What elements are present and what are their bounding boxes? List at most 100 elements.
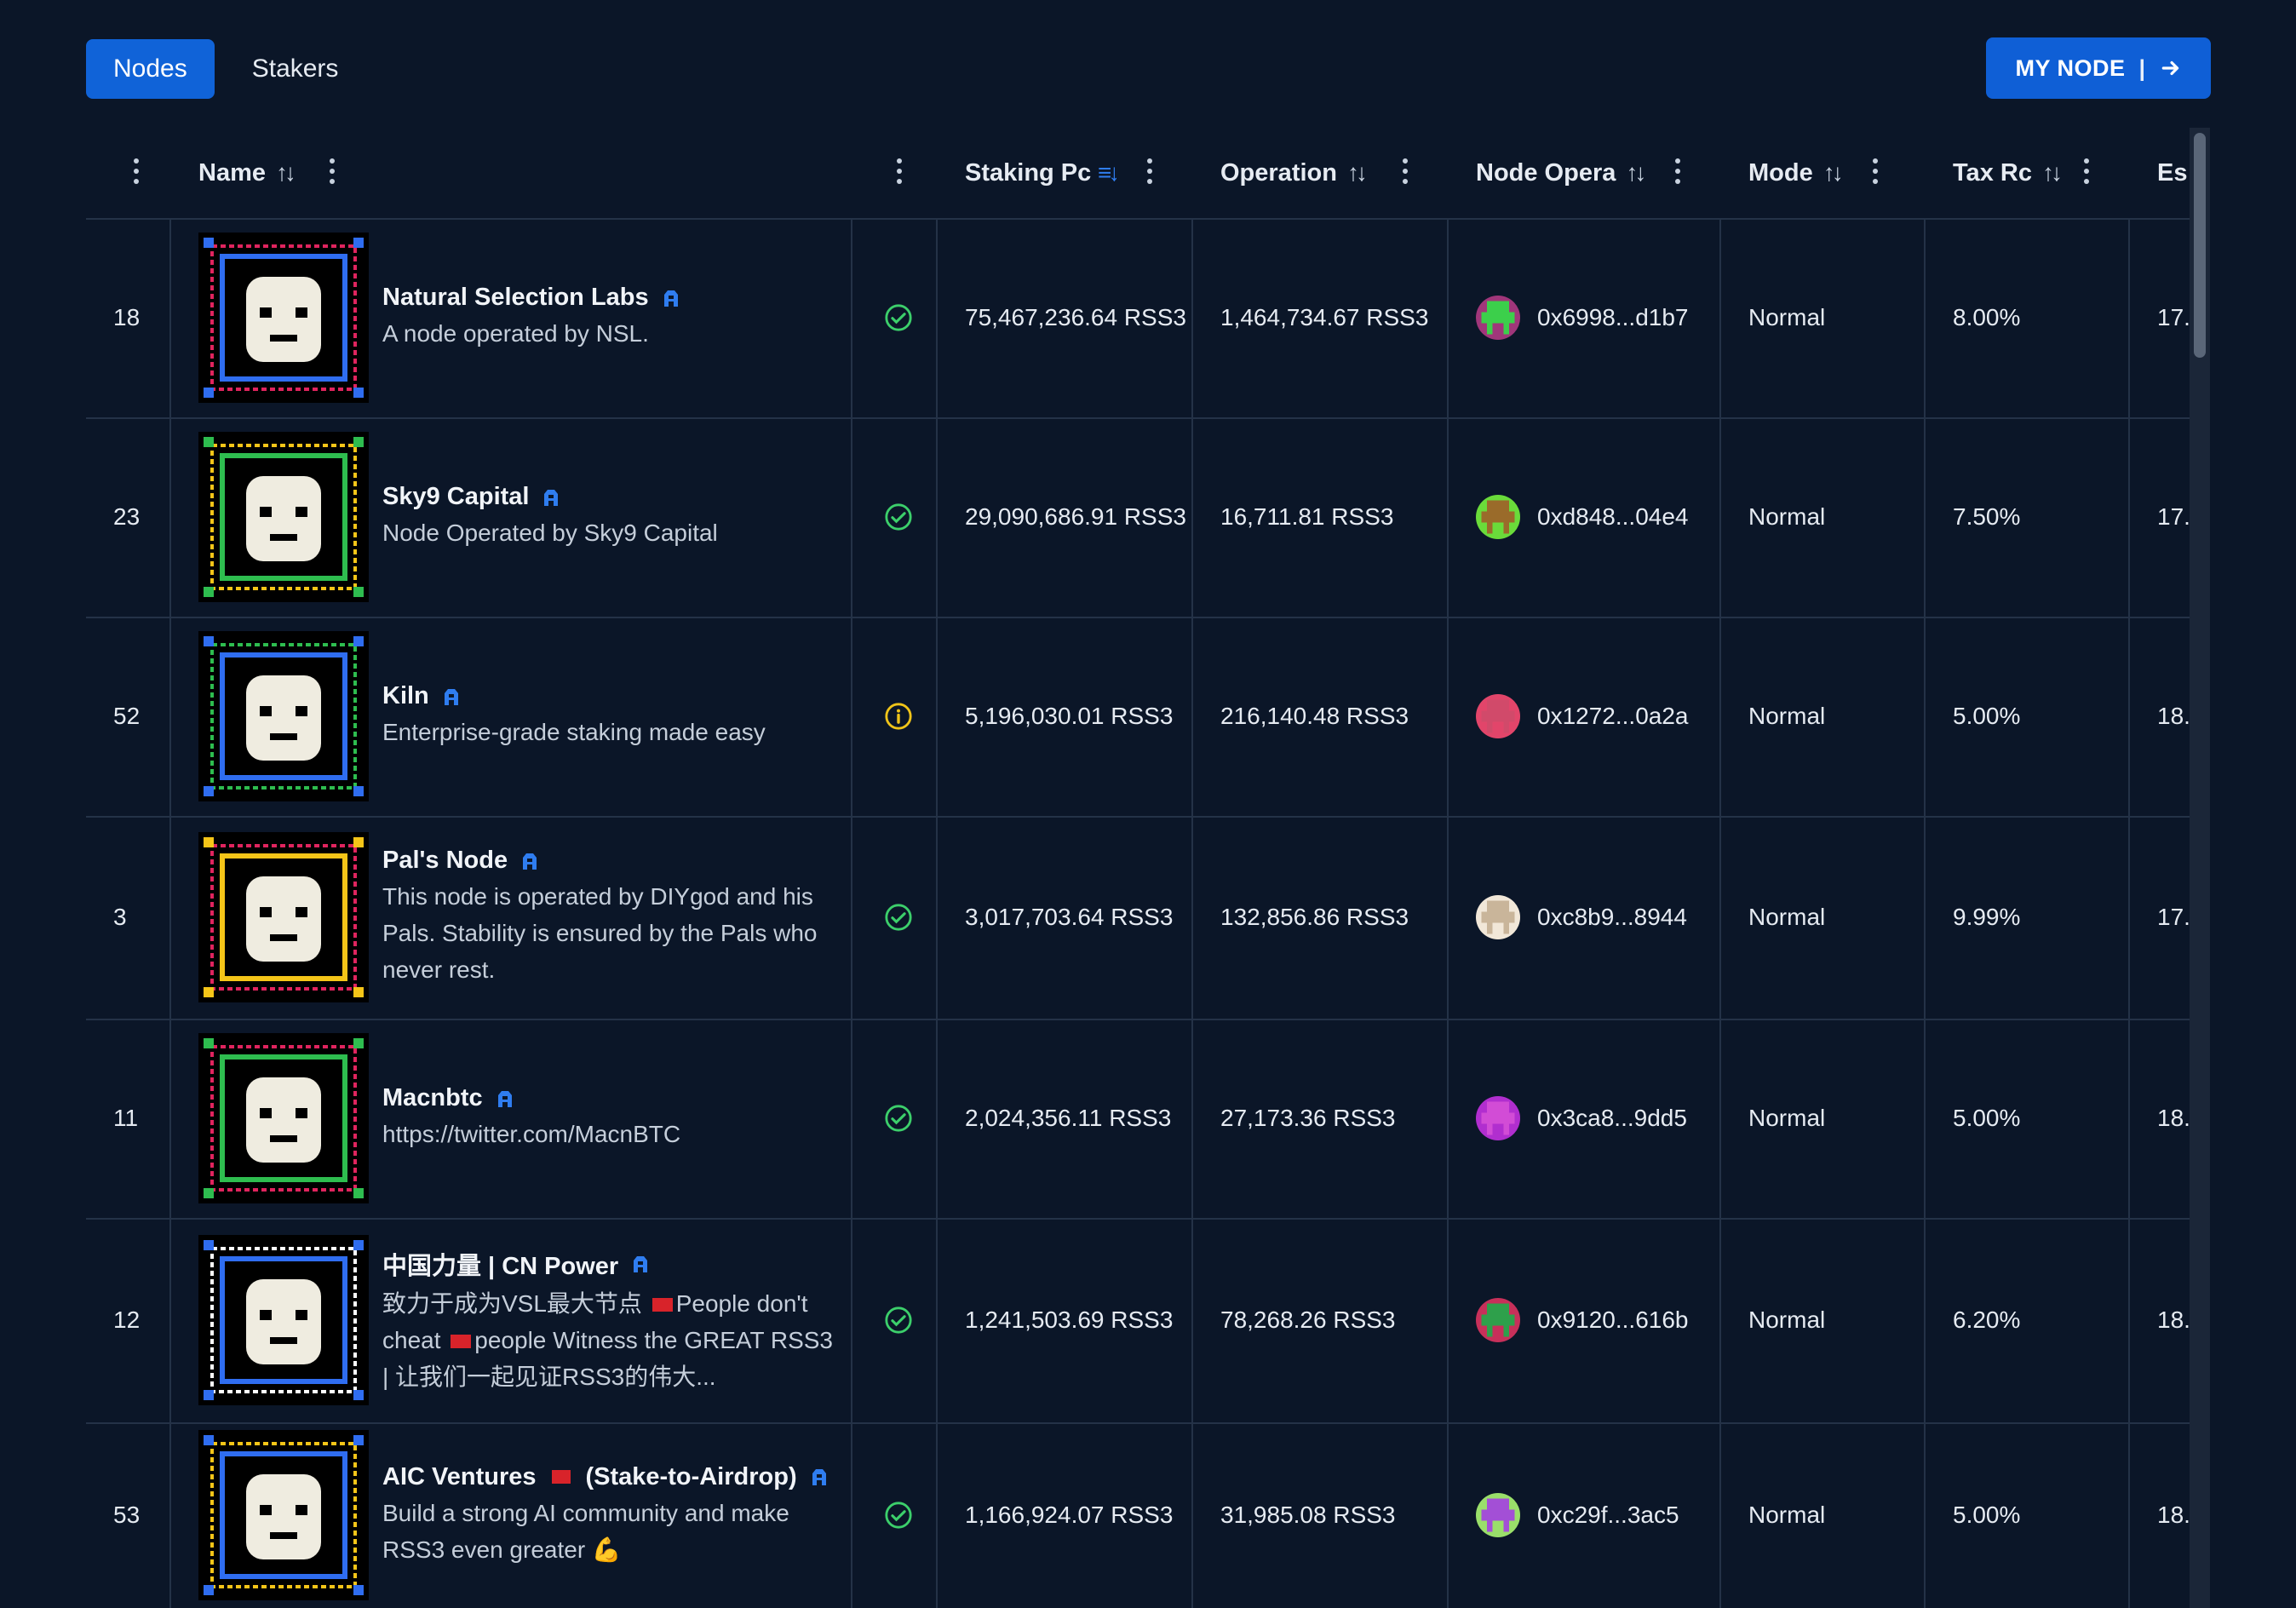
column-menu-icon[interactable] xyxy=(330,158,336,187)
operator-address[interactable]: 0xc8b9...8944 xyxy=(1476,816,1687,1019)
column-menu-icon[interactable] xyxy=(2084,158,2091,187)
operator-address[interactable]: 0x9120...616b xyxy=(1476,1218,1689,1422)
staking-value: 75,467,236.64 RSS3 xyxy=(965,304,1186,330)
table-row[interactable]: 3 Pal's Node This node is operated by DIYg… xyxy=(86,816,2190,1020)
node-title: 中国力量 | CN Power xyxy=(382,1246,842,1282)
my-node-separator: | xyxy=(2138,55,2146,81)
column-menu-icon[interactable] xyxy=(897,158,904,187)
node-avatar-art xyxy=(198,233,369,403)
table-row[interactable]: 23 Sky9 Capital Node Operated by Sky9 Capi… xyxy=(86,417,2190,618)
column-tax[interactable]: Tax Rc ↑↓ xyxy=(1953,128,2089,218)
est-value: 18. xyxy=(2157,1105,2190,1131)
node-status xyxy=(883,218,914,417)
operator-avatar xyxy=(1476,694,1520,738)
sort-icon[interactable]: ↑↓ xyxy=(1626,159,1646,186)
sort-icon[interactable]: ↑↓ xyxy=(1822,159,1840,186)
column-est-label: Es xyxy=(2157,158,2188,187)
status-ok-icon xyxy=(885,904,912,931)
staking-value: 1,166,924.07 RSS3 xyxy=(965,1502,1174,1528)
operator-address-text: 0xd848...04e4 xyxy=(1537,503,1689,530)
tax-value: 7.50% xyxy=(1953,503,2021,530)
table-row[interactable]: 52 Kiln Enterprise-grade staking made easy… xyxy=(86,617,2190,818)
node-rank: 11 xyxy=(113,1105,139,1131)
node-info: Macnbtc https://twitter.com/MacnBTC xyxy=(382,1019,842,1218)
node-description: 致力于成为VSL最大节点 People don't cheat people W… xyxy=(382,1289,833,1390)
column-menu-icon[interactable] xyxy=(1147,158,1154,187)
node-name[interactable]: Macnbtc xyxy=(382,1084,483,1111)
mode-value: Normal xyxy=(1748,503,1826,530)
node-name[interactable]: Natural Selection Labs xyxy=(382,284,649,311)
sort-icon[interactable]: ↑↓ xyxy=(276,159,293,186)
node-avatar[interactable] xyxy=(198,432,369,602)
node-avatar[interactable] xyxy=(198,233,369,403)
column-mode[interactable]: Mode ↑↓ xyxy=(1748,128,1840,218)
operation-value: 27,173.36 RSS3 xyxy=(1220,1105,1396,1131)
operator-address-text: 0xc29f...3ac5 xyxy=(1537,1502,1679,1528)
node-avatar[interactable] xyxy=(198,631,369,801)
node-status xyxy=(883,1218,914,1422)
node-title: Pal's Node xyxy=(382,847,842,875)
node-avatar[interactable] xyxy=(198,1033,369,1203)
node-avatar-art xyxy=(198,1033,369,1203)
node-title: Sky9 Capital xyxy=(382,483,842,511)
table-row[interactable]: 18 Natural Selection Labs A node operated … xyxy=(86,218,2190,419)
mode-value: Normal xyxy=(1748,904,1826,930)
operator-address[interactable]: 0xc29f...3ac5 xyxy=(1476,1422,1679,1608)
table-row[interactable]: 11 Macnbtc https://twitter.com/MacnBTC 2,02… xyxy=(86,1019,2190,1220)
scrollbar-track[interactable] xyxy=(2190,128,2210,1608)
top-tabs: Nodes Stakers xyxy=(86,39,365,99)
node-name[interactable]: 中国力量 | CN Power xyxy=(382,1252,619,1280)
node-status xyxy=(883,1019,914,1218)
node-avatar[interactable] xyxy=(198,1430,369,1600)
mode-value: Normal xyxy=(1748,1105,1826,1131)
node-avatar-art xyxy=(198,432,369,602)
column-est[interactable]: Es xyxy=(2157,128,2187,218)
node-status xyxy=(883,417,914,617)
node-name[interactable]: Pal's Node xyxy=(382,847,508,874)
status-info-icon xyxy=(885,703,912,730)
column-operator[interactable]: Node Opera ↑↓ xyxy=(1476,128,1646,218)
operator-address[interactable]: 0x1272...0a2a xyxy=(1476,617,1689,816)
column-menu-icon[interactable] xyxy=(1403,158,1409,187)
node-info: AIC Ventures (Stake-to-Airdrop) Build a st… xyxy=(382,1422,842,1608)
operator-address[interactable]: 0xd848...04e4 xyxy=(1476,417,1689,617)
tab-stakers[interactable]: Stakers xyxy=(251,55,339,83)
operator-address-text: 0x3ca8...9dd5 xyxy=(1537,1105,1687,1131)
column-menu-icon[interactable] xyxy=(134,158,141,187)
mode-value: Normal xyxy=(1748,1306,1826,1333)
operator-address[interactable]: 0x6998...d1b7 xyxy=(1476,218,1689,417)
column-operator-label: Node Opera xyxy=(1476,158,1616,187)
scrollbar-thumb[interactable] xyxy=(2194,133,2206,358)
staking-value: 5,196,030.01 RSS3 xyxy=(965,703,1174,729)
node-info: Kiln Enterprise-grade staking made easy xyxy=(382,617,842,816)
table-row[interactable]: 12 中国力量 | CN Power 致力于成为VSL最大节点 People don… xyxy=(86,1218,2190,1424)
column-name[interactable]: Name ↑↓ xyxy=(198,128,293,218)
column-menu-icon[interactable] xyxy=(1675,158,1682,187)
sort-desc-icon-wrap[interactable]: ≡↓ xyxy=(1098,128,1116,218)
node-badge-icon xyxy=(812,1469,826,1485)
node-badge-icon xyxy=(663,290,678,307)
operation-value: 216,140.48 RSS3 xyxy=(1220,703,1409,729)
column-staking[interactable]: Staking Pc xyxy=(965,128,1093,218)
node-avatar[interactable] xyxy=(198,832,369,1002)
column-mode-label: Mode xyxy=(1748,158,1813,187)
node-info: Pal's Node This node is operated by DIYgo… xyxy=(382,816,842,1019)
mode-value: Normal xyxy=(1748,304,1826,330)
operator-avatar xyxy=(1476,1493,1520,1537)
column-operation[interactable]: Operation ↑↓ xyxy=(1220,128,1364,218)
node-name[interactable]: Sky9 Capital xyxy=(382,483,530,510)
my-node-button[interactable]: MY NODE | xyxy=(1986,37,2211,99)
sort-icon[interactable]: ↑↓ xyxy=(2041,159,2063,186)
node-name[interactable]: AIC Ventures xyxy=(382,1462,537,1490)
tax-value: 6.20% xyxy=(1953,1306,2021,1333)
table-row[interactable]: 53 AIC Ventures (Stake-to-Airdrop) Build a … xyxy=(86,1422,2190,1608)
operator-address[interactable]: 0x3ca8...9dd5 xyxy=(1476,1019,1687,1218)
est-value: 17.7 xyxy=(2157,304,2190,330)
column-menu-icon[interactable] xyxy=(1873,158,1880,187)
sort-icon[interactable]: ↑↓ xyxy=(1346,159,1364,186)
tab-nodes[interactable]: Nodes xyxy=(86,39,215,99)
node-rank: 23 xyxy=(113,503,141,530)
sort-desc-icon[interactable]: ≡↓ xyxy=(1098,159,1117,186)
node-avatar[interactable] xyxy=(198,1235,369,1405)
node-name[interactable]: Kiln xyxy=(382,682,429,709)
